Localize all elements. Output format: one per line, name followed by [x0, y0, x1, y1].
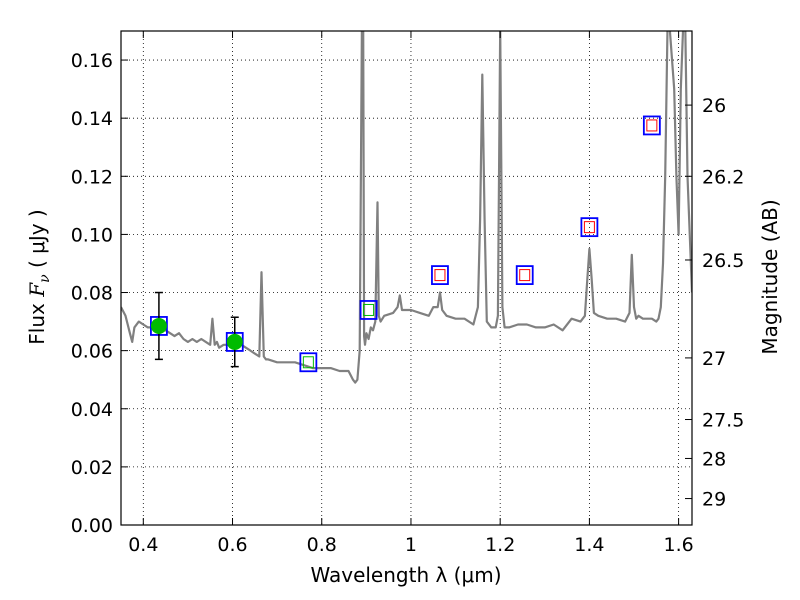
model-photometry-inner-box — [519, 269, 531, 282]
y-tick-label: 0.12 — [71, 166, 113, 188]
right-tick-label: 26.5 — [702, 250, 744, 272]
x-axis-label: Wavelength λ (μm) — [310, 563, 501, 587]
x-tick-label: 1.6 — [664, 534, 694, 556]
y-tick-label: 0.16 — [71, 50, 113, 72]
y-tick-label: 0.06 — [71, 341, 113, 363]
y-axis-label-unit: ( μJy ) — [25, 209, 49, 274]
model-photometry-box — [580, 217, 599, 238]
y-tick-label: 0.14 — [71, 108, 113, 130]
x-tick-label: 0.4 — [128, 534, 158, 556]
model-photometry-box — [515, 265, 534, 285]
y-tick-label: 0.00 — [71, 515, 113, 537]
y-axis-ticks: 0.00 0.02 0.04 0.06 0.08 0.10 0.12 0.14 0.16 — [71, 50, 128, 537]
model-photometry-box — [431, 265, 449, 285]
x-tick-label: 1.2 — [485, 534, 515, 556]
y-tick-label: 0.10 — [71, 224, 113, 246]
right-tick-label: 28 — [702, 448, 726, 470]
model-photometry-box — [642, 115, 661, 136]
x-tick-label: 1.4 — [574, 534, 604, 556]
plot-frame — [120, 30, 693, 526]
y-axis-label-subscript: ν — [37, 274, 53, 283]
right-axis-ticks: 26 26.2 26.5 27 27.5 28 29 — [685, 95, 744, 511]
y-tick-label: 0.08 — [71, 283, 113, 305]
x-tick-label: 0.6 — [217, 534, 247, 556]
model-photometry-box — [359, 300, 378, 320]
model-spectrum-line — [121, 31, 692, 384]
model-photometry-inner-box — [363, 303, 375, 316]
right-tick-label: 27.5 — [702, 410, 744, 432]
observed-point — [226, 333, 243, 350]
y-tick-label: 0.02 — [71, 457, 113, 479]
photometry-markers — [150, 115, 661, 373]
right-tick-label: 29 — [702, 489, 726, 511]
model-photometry-inner-box — [434, 269, 446, 282]
x-tick-label: 0.8 — [307, 534, 337, 556]
grid-lines — [121, 31, 692, 526]
observed-point — [150, 317, 167, 334]
model-photometry-inner-box — [583, 221, 595, 234]
model-photometry-box — [299, 352, 318, 373]
model-photometry-inner-box — [646, 119, 658, 132]
y-tick-label: 0.04 — [71, 399, 113, 421]
model-photometry-inner-box — [302, 356, 314, 369]
y-axis-label-prefix: Flux — [25, 297, 49, 345]
observed-points — [150, 291, 243, 368]
y-axis-label-symbol: F — [25, 282, 49, 298]
x-axis-ticks: 0.4 0.6 0.8 1 1.2 1.4 1.6 — [128, 31, 694, 556]
right-tick-label: 27 — [702, 348, 726, 370]
right-tick-label: 26.2 — [702, 166, 744, 188]
right-tick-label: 26 — [702, 95, 726, 117]
plot-area — [121, 31, 692, 384]
x-tick-label: 1 — [405, 534, 417, 556]
right-axis-label: Magnitude (AB) — [758, 199, 782, 354]
y-axis-label: Flux Fν ( μJy ) — [25, 209, 53, 344]
